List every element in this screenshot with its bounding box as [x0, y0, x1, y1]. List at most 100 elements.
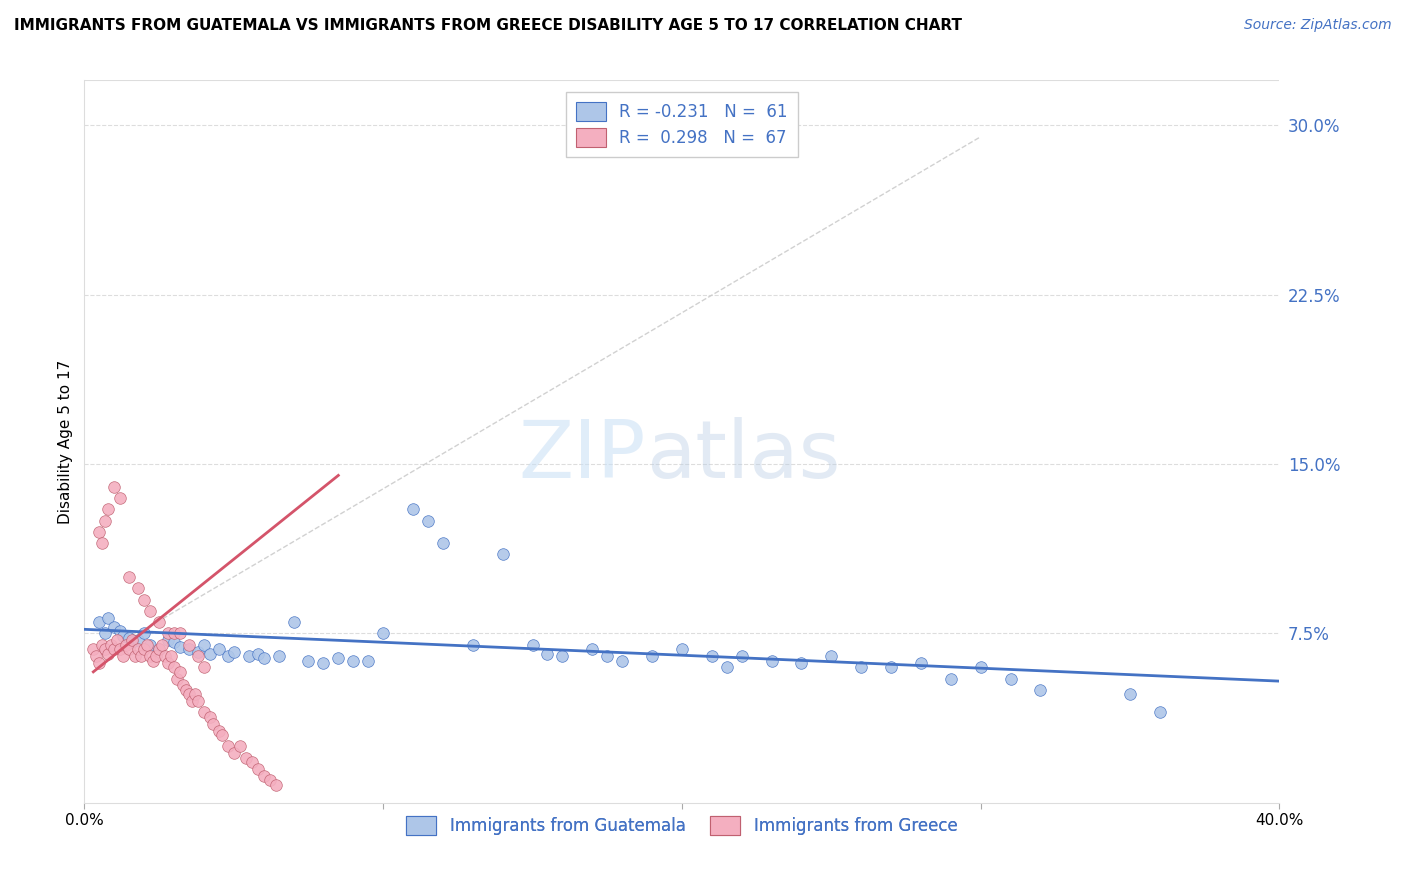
Point [118, 631, 141, 645]
Point [193, 638, 215, 652]
Point [700, 648, 723, 663]
Point [127, 642, 149, 657]
Point [851, 660, 873, 674]
Point [97, 502, 120, 516]
Point [139, 604, 162, 618]
Point [145, 648, 167, 663]
Point [970, 660, 993, 674]
Point [112, 648, 135, 663]
Point [174, 682, 197, 697]
Text: Source: ZipAtlas.com: Source: ZipAtlas.com [1244, 18, 1392, 32]
Point [328, 651, 350, 665]
Point [187, 694, 209, 708]
Point [222, 644, 245, 658]
Point [110, 624, 132, 639]
Point [177, 687, 200, 701]
Point [939, 672, 962, 686]
Point [671, 642, 693, 657]
Point [169, 640, 191, 654]
Point [177, 638, 200, 652]
Point [139, 648, 162, 663]
Point [416, 514, 439, 528]
Point [641, 648, 664, 663]
Point [132, 626, 156, 640]
Point [461, 638, 484, 652]
Point [357, 654, 380, 668]
Point [115, 638, 138, 652]
Point [342, 654, 364, 668]
Point [297, 654, 319, 668]
Point [211, 728, 233, 742]
Point [172, 678, 194, 692]
Point [103, 620, 125, 634]
Point [1000, 672, 1022, 686]
Point [492, 548, 515, 562]
Point [169, 626, 191, 640]
Point [536, 647, 558, 661]
Point [110, 642, 132, 657]
Point [731, 648, 754, 663]
Point [91, 638, 114, 652]
Point [1149, 706, 1171, 720]
Point [91, 536, 114, 550]
Point [238, 648, 260, 663]
Point [910, 656, 932, 670]
Point [181, 694, 204, 708]
Point [551, 648, 574, 663]
Point [761, 654, 783, 668]
Point [127, 582, 149, 596]
Point [283, 615, 305, 630]
Point [150, 638, 173, 652]
Point [157, 633, 180, 648]
Point [201, 716, 224, 731]
Point [121, 635, 143, 649]
Point [253, 651, 276, 665]
Point [148, 615, 170, 630]
Point [187, 644, 209, 658]
Point [208, 723, 231, 738]
Point [139, 638, 162, 652]
Point [402, 502, 425, 516]
Point [217, 648, 239, 663]
Point [94, 514, 117, 528]
Point [198, 647, 221, 661]
Point [240, 755, 263, 769]
Point [820, 648, 842, 663]
Point [82, 642, 104, 657]
Point [89, 524, 111, 539]
Point [193, 706, 215, 720]
Point [103, 642, 125, 657]
Point [581, 642, 603, 657]
Point [97, 610, 120, 624]
Point [193, 660, 215, 674]
Point [163, 626, 186, 640]
Point [246, 647, 269, 661]
Point [94, 626, 117, 640]
Point [110, 491, 132, 505]
Point [166, 672, 188, 686]
Point [112, 629, 135, 643]
Point [103, 480, 125, 494]
Point [217, 739, 239, 754]
Point [163, 635, 186, 649]
Y-axis label: Disability Age 5 to 17: Disability Age 5 to 17 [58, 359, 73, 524]
Point [132, 642, 156, 657]
Point [86, 648, 108, 663]
Point [157, 626, 180, 640]
Point [246, 762, 269, 776]
Point [163, 660, 186, 674]
Point [1029, 682, 1052, 697]
Point [373, 626, 395, 640]
Point [160, 648, 183, 663]
Point [596, 648, 619, 663]
Point [100, 638, 122, 652]
Point [790, 656, 813, 670]
Point [612, 654, 634, 668]
Point [432, 536, 454, 550]
Point [267, 648, 290, 663]
Point [118, 642, 141, 657]
Point [127, 633, 149, 648]
Point [222, 746, 245, 760]
Text: IMMIGRANTS FROM GUATEMALA VS IMMIGRANTS FROM GREECE DISABILITY AGE 5 TO 17 CORRE: IMMIGRANTS FROM GUATEMALA VS IMMIGRANTS … [14, 18, 962, 33]
Point [94, 642, 117, 657]
